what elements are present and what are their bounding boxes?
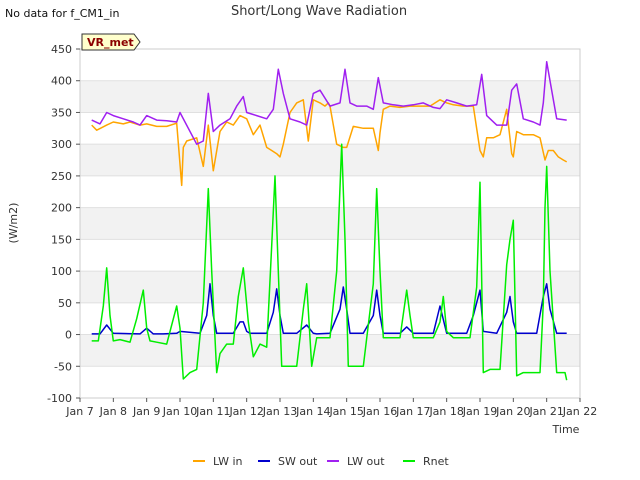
- x-tick-label: Jan 17: [395, 405, 430, 418]
- legend-item-lw-out: LW out: [327, 455, 385, 468]
- x-tick-label: Jan 15: [328, 405, 363, 418]
- y-tick-label: 250: [51, 170, 72, 183]
- grid-band: [80, 207, 580, 240]
- legend-label: LW out: [347, 455, 385, 468]
- x-tick-label: Jan 7: [65, 405, 93, 418]
- x-tick-label: Jan 10: [162, 405, 197, 418]
- x-tick-label: Jan 13: [262, 405, 297, 418]
- series-lines: [91, 60, 568, 381]
- station-badge: VR_met: [81, 33, 141, 51]
- legend-item-rnet: Rnet: [403, 455, 449, 468]
- chart-title: Short/Long Wave Radiation: [231, 4, 407, 19]
- y-tick-label: 150: [51, 233, 72, 246]
- legend-label: SW out: [278, 455, 318, 468]
- y-tick-label: 50: [58, 297, 72, 310]
- grid-band: [80, 144, 580, 176]
- y-tick-label: 450: [51, 43, 72, 56]
- grid-bands: [80, 48, 580, 399]
- series-line-lw-out: [91, 60, 567, 145]
- x-tick-label: Jan 8: [99, 405, 127, 418]
- legend-item-lw-in: LW in: [193, 455, 243, 468]
- plot-frame: [79, 48, 581, 399]
- no-data-status: No data for f_CM1_in: [5, 7, 120, 20]
- legend: LW in SW out LW out Rnet: [193, 455, 449, 468]
- y-tick-label: 200: [51, 202, 72, 215]
- x-tick-label: Jan 16: [362, 405, 397, 418]
- legend-item-sw-out: SW out: [258, 455, 318, 468]
- x-tick-label: Jan 12: [228, 405, 263, 418]
- x-tick-label: Jan 18: [428, 405, 463, 418]
- x-tick-label: Jan 9: [132, 405, 160, 418]
- x-tick-label: Jan 22: [562, 405, 597, 418]
- x-tick-label: Jan 11: [195, 405, 230, 418]
- x-tick-label: Jan 19: [462, 405, 497, 418]
- y-axis-ticks: -100 -50 0 50 100 150 200 250 300 350 400 450: [47, 43, 80, 405]
- y-tick-label: 0: [65, 329, 72, 342]
- y-tick-label: 400: [51, 75, 72, 88]
- station-badge-label: VR_met: [87, 36, 134, 49]
- grid-band: [80, 271, 580, 303]
- y-tick-label: -100: [47, 392, 72, 405]
- y-tick-label: 100: [51, 265, 72, 278]
- y-tick-label: 300: [51, 138, 72, 151]
- y-tick-label: -50: [54, 360, 72, 373]
- series-line-rnet: [91, 143, 568, 381]
- y-axis-label: (W/m2): [7, 203, 20, 244]
- x-tick-label: Jan 14: [295, 405, 330, 418]
- legend-label: Rnet: [423, 455, 449, 468]
- legend-label: LW in: [213, 455, 243, 468]
- x-tick-label: Jan 21: [528, 405, 563, 418]
- y-tick-label: 350: [51, 106, 72, 119]
- grid-band: [80, 334, 580, 367]
- x-tick-label: Jan 20: [495, 405, 530, 418]
- x-axis-label: Time: [552, 423, 580, 436]
